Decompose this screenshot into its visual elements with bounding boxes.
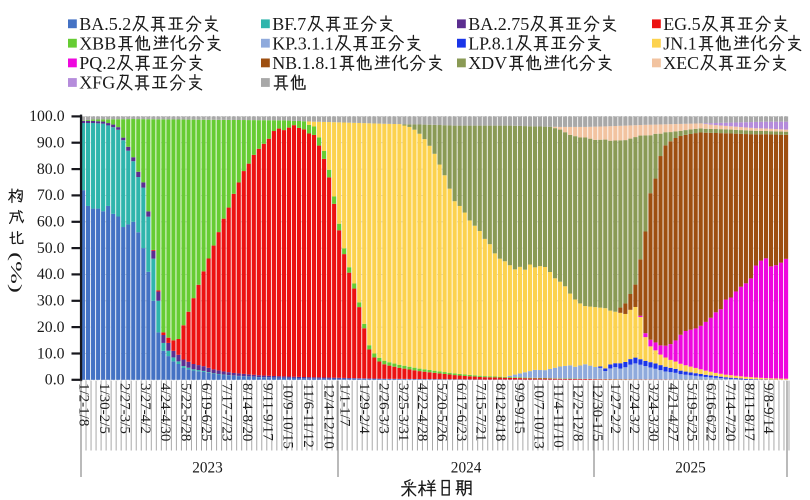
svg-text:80.0: 80.0 [37, 161, 65, 178]
svg-text:XBB: XBB [79, 33, 116, 53]
svg-text:XFG: XFG [79, 73, 115, 93]
svg-text:100.0: 100.0 [29, 108, 65, 125]
svg-text:0.0: 0.0 [45, 372, 65, 389]
svg-text:12/4-12/10: 12/4-12/10 [321, 383, 337, 449]
svg-text:KP.3.1.1: KP.3.1.1 [272, 33, 334, 53]
svg-text:3/27-4/2: 3/27-4/2 [137, 383, 153, 434]
svg-text:6/16-6/22: 6/16-6/22 [703, 383, 719, 441]
svg-text:BA.2.75: BA.2.75 [468, 14, 529, 34]
svg-text:PQ.2: PQ.2 [79, 53, 116, 73]
svg-text:40.0: 40.0 [37, 266, 65, 283]
svg-text:XDV: XDV [468, 53, 507, 73]
svg-text:10/7-10/13: 10/7-10/13 [531, 383, 547, 449]
svg-text:6/17-6/23: 6/17-6/23 [453, 383, 469, 441]
svg-text:1/29-2/4: 1/29-2/4 [356, 383, 372, 434]
svg-text:11/6-11/12: 11/6-11/12 [300, 383, 316, 448]
svg-text:4/22-4/28: 4/22-4/28 [414, 383, 430, 441]
svg-text:NB.1.8.1: NB.1.8.1 [272, 53, 338, 73]
svg-text:JN.1: JN.1 [663, 33, 697, 53]
svg-text:12/2-12/8: 12/2-12/8 [569, 383, 585, 441]
svg-text:10.0: 10.0 [37, 345, 65, 362]
svg-text:7/15-7/21: 7/15-7/21 [472, 383, 488, 441]
svg-text:XEC: XEC [663, 53, 699, 73]
svg-text:11/4-11/10: 11/4-11/10 [550, 383, 566, 448]
svg-text:8/11-8/17: 8/11-8/17 [741, 383, 757, 441]
svg-text:BF.7: BF.7 [272, 14, 306, 34]
svg-text:7/17-7/23: 7/17-7/23 [218, 383, 234, 441]
svg-text:1/1-1/7: 1/1-1/7 [337, 383, 353, 427]
svg-text:30.0: 30.0 [37, 293, 65, 310]
svg-text:9/8-9/14: 9/8-9/14 [760, 383, 776, 434]
svg-text:8/12-8/18: 8/12-8/18 [492, 383, 508, 441]
svg-text:1/30-2/5: 1/30-2/5 [96, 383, 112, 434]
svg-text:EG.5: EG.5 [663, 14, 701, 34]
svg-text:1/2-1/8: 1/2-1/8 [76, 383, 92, 426]
svg-text:5/19-5/25: 5/19-5/25 [684, 383, 700, 441]
svg-text:2/24-3/2: 2/24-3/2 [626, 383, 642, 434]
svg-text:7/14-7/20: 7/14-7/20 [722, 383, 738, 441]
svg-text:2/26-3/3: 2/26-3/3 [375, 383, 391, 434]
svg-text:9/9-9/15: 9/9-9/15 [511, 383, 527, 434]
svg-text:8/14-8/20: 8/14-8/20 [239, 383, 255, 441]
svg-text:50.0: 50.0 [37, 240, 65, 257]
svg-text:90.0: 90.0 [37, 135, 65, 152]
svg-text:2/27-3/5: 2/27-3/5 [116, 383, 132, 434]
svg-text:10/9-10/15: 10/9-10/15 [280, 383, 296, 449]
svg-text:20.0: 20.0 [37, 319, 65, 336]
svg-text:2024: 2024 [451, 459, 482, 476]
svg-text:12/30-1/5: 12/30-1/5 [589, 383, 605, 441]
svg-text:2023: 2023 [192, 459, 223, 476]
svg-text:70.0: 70.0 [37, 187, 65, 204]
svg-text:60.0: 60.0 [37, 214, 65, 231]
svg-text:LP.8.1: LP.8.1 [468, 33, 514, 53]
svg-text:1/27-2/2: 1/27-2/2 [607, 383, 623, 434]
svg-text:3/25-3/31: 3/25-3/31 [395, 383, 411, 441]
svg-text:(%): (%) [7, 252, 24, 293]
svg-text:5/22-5/28: 5/22-5/28 [178, 383, 194, 441]
svg-text:6/19-6/25: 6/19-6/25 [198, 383, 214, 441]
svg-text:2025: 2025 [675, 459, 706, 476]
svg-text:4/21-4/27: 4/21-4/27 [664, 383, 680, 442]
svg-text:4/24-4/30: 4/24-4/30 [157, 383, 173, 441]
svg-text:5/20-5/26: 5/20-5/26 [434, 383, 450, 442]
svg-text:9/11-9/17: 9/11-9/17 [259, 383, 275, 441]
svg-text:BA.5.2: BA.5.2 [79, 14, 131, 34]
svg-text:3/24-3/30: 3/24-3/30 [645, 383, 661, 441]
